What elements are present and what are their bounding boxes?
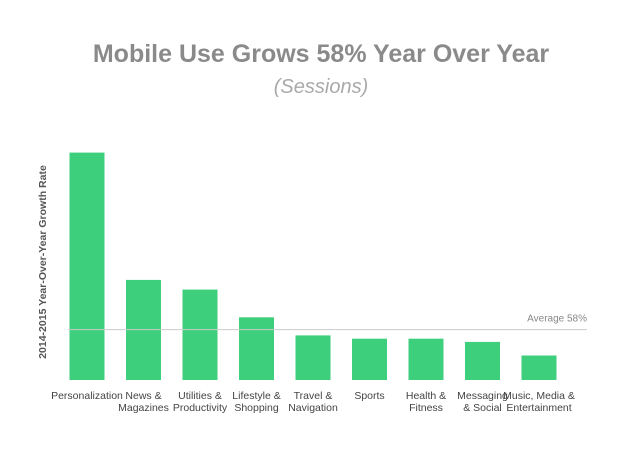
x-tick-label-line: Personalization bbox=[51, 390, 123, 402]
x-tick-label: Lifestyle & Shopping bbox=[232, 390, 280, 414]
x-tick-label: Messaging & Social bbox=[457, 390, 508, 414]
x-tick-label-line: & Social bbox=[463, 402, 502, 414]
chart-title: Mobile Use Grows 58% Year Over Year bbox=[92, 40, 550, 68]
bar bbox=[352, 338, 387, 380]
x-tick-label: Travel & Navigation bbox=[288, 390, 338, 414]
x-tick-label-line: Entertainment bbox=[506, 402, 571, 414]
x-tick-label-line: Travel & bbox=[294, 390, 333, 402]
average-label: Average 58% bbox=[527, 314, 587, 325]
x-tick-label: Music, Media & Entertainment bbox=[503, 390, 575, 414]
x-tick-label-line: Productivity bbox=[173, 402, 228, 414]
x-tick-label-line: Navigation bbox=[288, 402, 338, 414]
x-tick-label-line: Utilities & bbox=[178, 390, 222, 402]
x-tick-label-line: Fitness bbox=[409, 402, 443, 414]
chart-subtitle: (Sessions) bbox=[273, 76, 369, 98]
y-axis-label: 2014-2015 Year-Over-Year Growth Rate bbox=[37, 165, 49, 359]
bar bbox=[182, 289, 218, 380]
x-tick-label-line: Health & bbox=[406, 390, 446, 402]
x-tick-label-line: Music, Media & bbox=[503, 390, 575, 402]
x-tick-labels: Personalization News & MagazinesUtilities … bbox=[51, 390, 575, 414]
x-tick-label-line: Sports bbox=[354, 390, 384, 402]
x-tick-label-line: Messaging bbox=[457, 390, 508, 402]
x-tick-label: Sports bbox=[354, 390, 384, 402]
x-tick-label-line: News & bbox=[125, 390, 161, 402]
x-tick-label: Health & Fitness bbox=[406, 390, 446, 414]
x-tick-label-line: Shopping bbox=[234, 402, 279, 414]
x-tick-label-line: Magazines bbox=[118, 402, 169, 414]
bar bbox=[408, 338, 444, 380]
x-tick-label: Utilities & Productivity bbox=[173, 390, 228, 414]
bars-group bbox=[69, 152, 557, 380]
x-tick-label: Personalization bbox=[51, 390, 123, 402]
x-tick-label: News & Magazines bbox=[118, 390, 169, 414]
bar bbox=[465, 341, 500, 380]
bar bbox=[295, 335, 331, 380]
bar bbox=[521, 355, 557, 380]
bar bbox=[69, 152, 105, 380]
bar bbox=[239, 317, 274, 380]
x-tick-label-line: Lifestyle & bbox=[232, 390, 280, 402]
